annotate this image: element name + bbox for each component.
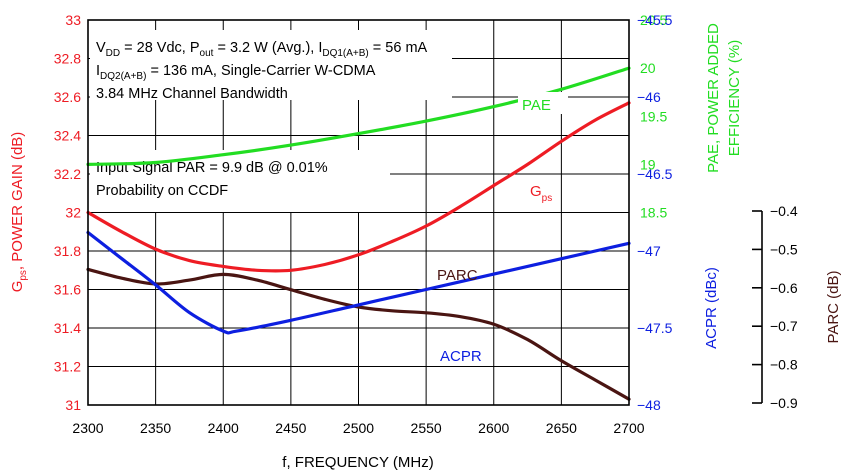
- series-label-parc: PARC: [437, 267, 478, 284]
- pae-tick-labels: 18.5 19 19.5 20 20.5: [640, 12, 667, 221]
- parc-tick-label: −0.9: [770, 395, 798, 411]
- gain-tick-label: 31.2: [54, 359, 81, 375]
- gain-tick-label: 32.2: [54, 166, 81, 182]
- pae-axis-title-line-1: PAE, POWER ADDED: [705, 23, 722, 173]
- x-tick-label: 2650: [546, 420, 577, 436]
- pae-tick-label: 19.5: [640, 108, 667, 124]
- x-tick-label: 2350: [140, 420, 171, 436]
- gain-tick-label: 33: [65, 12, 81, 28]
- gain-tick-label: 31: [65, 397, 81, 413]
- parc-tick-label: −0.6: [770, 280, 798, 296]
- gain-tick-label: 32.8: [54, 51, 81, 67]
- plot-frame: [87, 19, 630, 406]
- x-tick-label: 2400: [208, 420, 239, 436]
- pae-tick-label: 20: [640, 60, 656, 76]
- conditions-annotation-background: [90, 30, 452, 100]
- series-label-gps: Gps: [530, 183, 552, 204]
- parc-tick-label: −0.7: [770, 318, 798, 334]
- conditions-line-1: VDD = 28 Vdc, Pout = 3.2 W (Avg.), IDQ1(…: [96, 40, 428, 59]
- pae-tick-label: 19: [640, 156, 656, 172]
- x-tick-label: 2550: [411, 420, 442, 436]
- pae-label-background: [518, 92, 568, 114]
- x-tick-labels: 2300 2350 2400 2450 2500 2550 2600 2650 2700: [72, 420, 644, 436]
- acpr-tick-label: −46: [637, 89, 661, 105]
- x-tick-label: 2500: [343, 420, 374, 436]
- acpr-tick-label: −47.5: [637, 320, 673, 336]
- x-axis-title: f, FREQUENCY (MHz): [282, 454, 433, 471]
- gain-tick-label: 32.6: [54, 89, 81, 105]
- conditions-line-3: 3.84 MHz Channel Bandwidth: [96, 86, 288, 102]
- x-tick-label: 2700: [613, 420, 644, 436]
- series-line-parc: [86, 267, 631, 401]
- series-line-gps: [86, 101, 631, 273]
- acpr-axis-title: ACPR (dBc): [703, 267, 720, 349]
- pae-tick-label: 20.5: [640, 12, 667, 28]
- pae-tick-label: 18.5: [640, 205, 667, 221]
- pae-axis-title-line-2: EFFICIENCY (%): [726, 40, 743, 156]
- acpr-tick-label: −45.5: [637, 12, 673, 28]
- parc-ticks: −0.4 −0.5 −0.6 −0.7 −0.8 −0.9: [752, 203, 798, 411]
- gain-tick-label: 31.8: [54, 243, 81, 259]
- parc-axis-title: PARC (dB): [825, 270, 842, 343]
- gain-axis-title: Gps, POWER GAIN (dB): [9, 132, 29, 293]
- acpr-tick-label: −46.5: [637, 166, 673, 182]
- series-line-acpr: [86, 230, 631, 335]
- x-tick-label: 2300: [72, 420, 103, 436]
- gain-tick-label: 32: [65, 205, 81, 221]
- conditions-line-2: IDQ2(A+B) = 136 mA, Single-Carrier W-CDM…: [96, 63, 376, 82]
- parc-tick-label: −0.4: [770, 203, 798, 219]
- gain-tick-label: 31.6: [54, 282, 81, 298]
- gain-tick-label: 32.4: [54, 128, 81, 144]
- acpr-tick-labels: −45.5 −46 −46.5 −47 −47.5 −48: [637, 12, 673, 413]
- series-label-pae: PAE: [522, 97, 551, 114]
- annotations: VDD = 28 Vdc, Pout = 3.2 W (Avg.), IDQ1(…: [90, 30, 452, 212]
- par-annotation-background: [90, 150, 390, 212]
- series-labels: PAE Gps PARC ACPR: [437, 92, 568, 365]
- parc-tick-label: −0.5: [770, 241, 798, 257]
- acpr-tick-label: −48: [637, 397, 661, 413]
- parc-tick-label: −0.8: [770, 357, 798, 373]
- axes: 2300 2350 2400 2450 2500 2550 2600 2650 2700 f, …: [9, 12, 842, 471]
- gain-tick-label: 31.4: [54, 320, 81, 336]
- x-tick-label: 2600: [478, 420, 509, 436]
- par-line-2: Probability on CCDF: [96, 183, 228, 199]
- series-label-acpr: ACPR: [440, 348, 482, 365]
- x-tick-label: 2450: [275, 420, 306, 436]
- gain-tick-labels: 31 31.2 31.4 31.6 31.8 32 32.2 32.4 32.6 32.8 33: [54, 12, 81, 413]
- acpr-tick-label: −47: [637, 243, 661, 259]
